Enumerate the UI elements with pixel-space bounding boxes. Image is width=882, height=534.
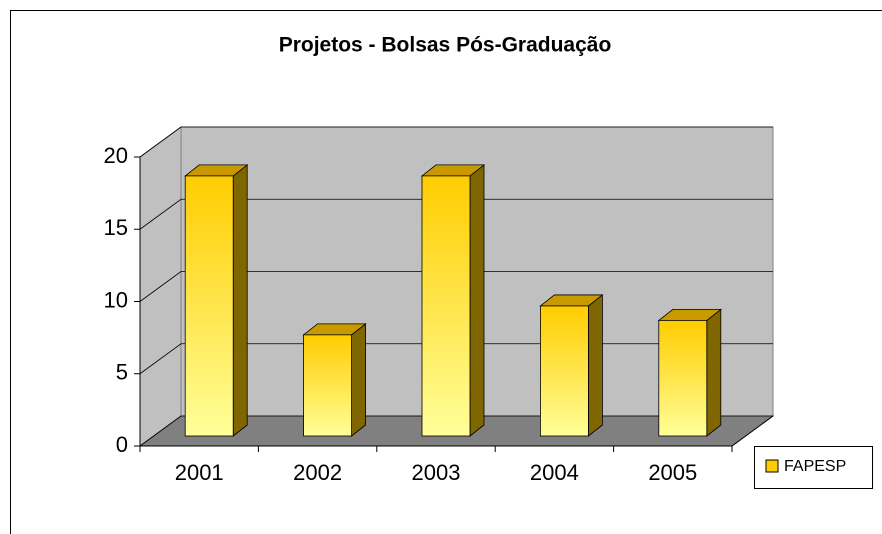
y-tick-label: 15: [104, 215, 128, 240]
legend-swatch: [765, 459, 779, 473]
grid-line: [139, 271, 773, 302]
bar: [303, 334, 353, 437]
bar: [184, 175, 234, 437]
bar-side: [351, 323, 367, 437]
x-tick-label: 2001: [175, 460, 224, 485]
x-tick-label: 2004: [530, 460, 579, 485]
y-tick-label: 20: [104, 143, 128, 168]
x-tick-label: 2002: [293, 460, 342, 485]
grid-line: [139, 126, 773, 158]
y-tick-label: 0: [116, 432, 128, 457]
bar-side: [232, 164, 248, 437]
bar: [658, 319, 708, 437]
bar: [540, 305, 589, 437]
floor-edge: [731, 415, 774, 447]
y-tick-label: 10: [104, 287, 128, 312]
legend-label: FAPESP: [784, 458, 846, 475]
grid-line: [139, 198, 773, 230]
chart-title: Projetos - Bolsas Pós-Graduação: [279, 34, 612, 57]
bar-side: [469, 164, 485, 437]
x-tick-label: 2005: [648, 460, 697, 485]
bar-side: [588, 294, 603, 437]
bar: [421, 175, 471, 437]
x-tick-label: 2003: [412, 460, 461, 485]
bar-side: [706, 308, 722, 437]
y-tick-label: 5: [116, 360, 128, 385]
